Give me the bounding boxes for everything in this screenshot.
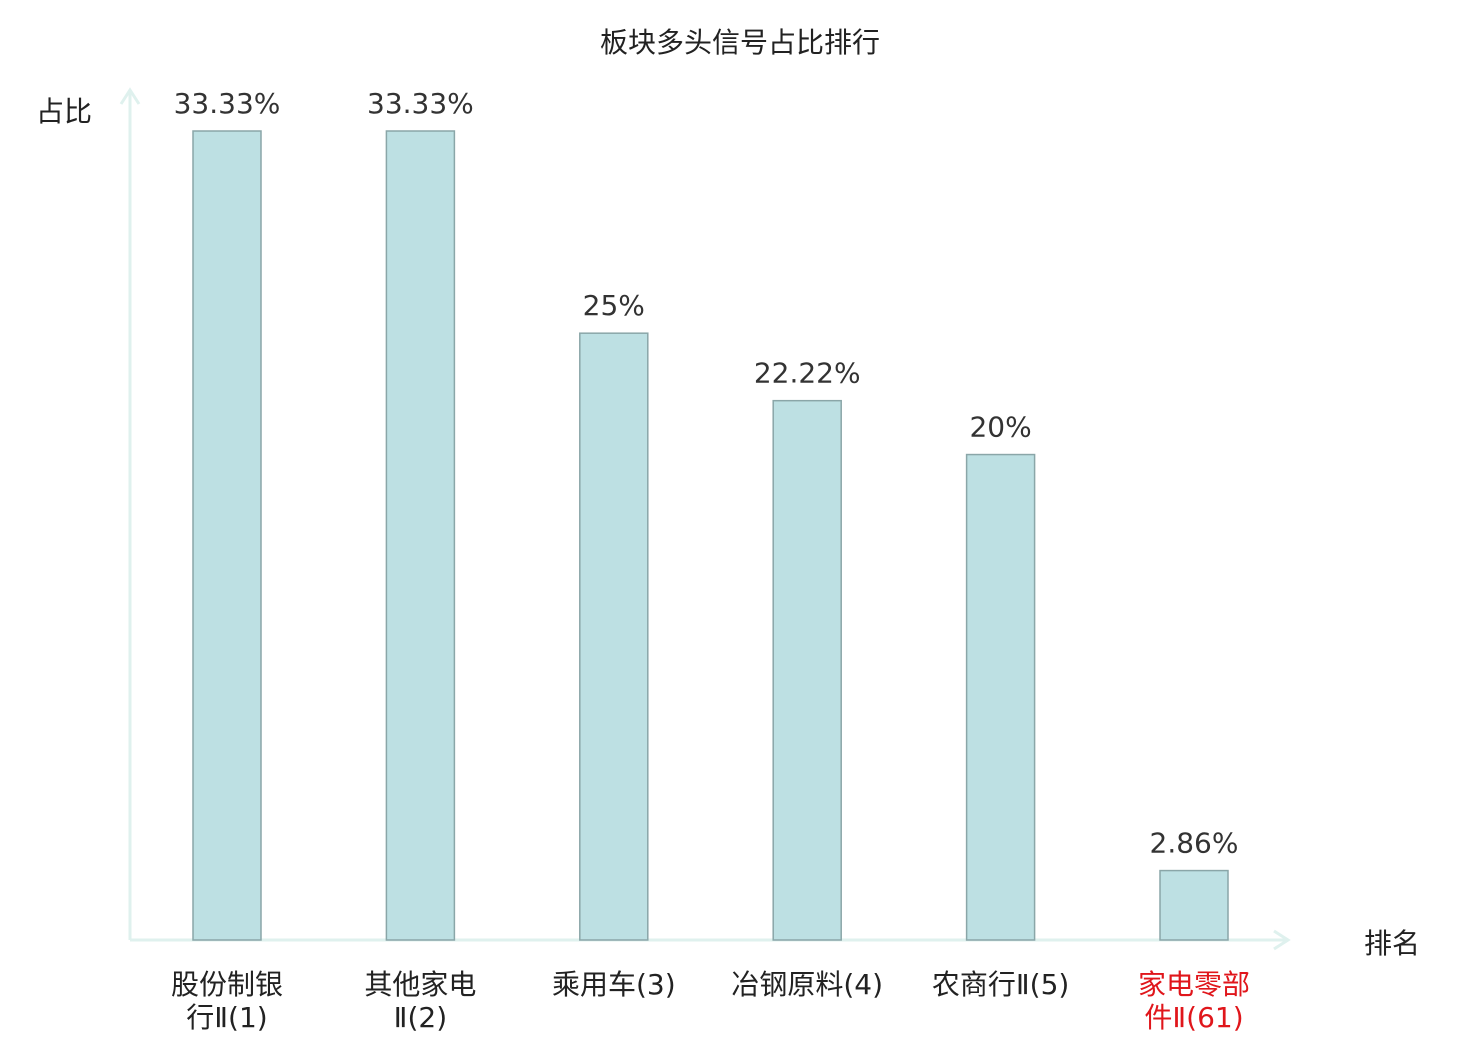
bar-2 [385,130,456,941]
axes [119,87,1291,951]
category-label-line: 家电零部 [1138,968,1250,1001]
bar-value-label-3: 25% [583,289,645,322]
category-label-line: 股份制银 [171,968,283,1001]
category-label-3: 乘用车(3) [552,968,676,1001]
category-label-line: 农商行Ⅱ(5) [932,968,1069,1001]
chart-title: 板块多头信号占比排行 [600,26,880,59]
category-label-line: Ⅱ(2) [394,1001,447,1034]
bar-value-label-6: 2.86% [1150,827,1239,860]
category-label-line: 冶钢原料(4) [731,968,883,1001]
bars [192,130,1229,941]
bar-1 [192,130,262,941]
bar-value-label-1: 33.33% [174,87,281,120]
bar-4 [772,399,842,941]
category-label-1: 股份制银行Ⅱ(1) [171,968,283,1034]
category-label-line: 乘用车(3) [552,968,676,1001]
category-label-line: 件Ⅱ(61) [1144,1001,1243,1034]
bar-5 [965,453,1036,941]
category-label-line: 行Ⅱ(1) [186,1001,267,1034]
y-axis-arrow [119,87,141,105]
category-label-5: 农商行Ⅱ(5) [932,968,1069,1001]
category-label-4: 冶钢原料(4) [731,968,883,1001]
x-axis-arrow [1273,929,1291,951]
bar-3 [579,332,649,941]
category-label-2: 其他家电 Ⅱ(2) [364,968,476,1034]
category-label-6: 家电零部件Ⅱ(61) [1138,968,1250,1034]
x-axis-label: 排名 [1364,927,1420,960]
bar-value-label-2: 33.33% [367,87,474,120]
bar-value-label-4: 22.22% [754,357,861,390]
category-label-line: 其他家电 [364,968,476,1001]
bar-6 [1159,869,1229,941]
bar-value-label-5: 20% [969,411,1031,444]
y-axis-label: 占比 [36,95,92,128]
